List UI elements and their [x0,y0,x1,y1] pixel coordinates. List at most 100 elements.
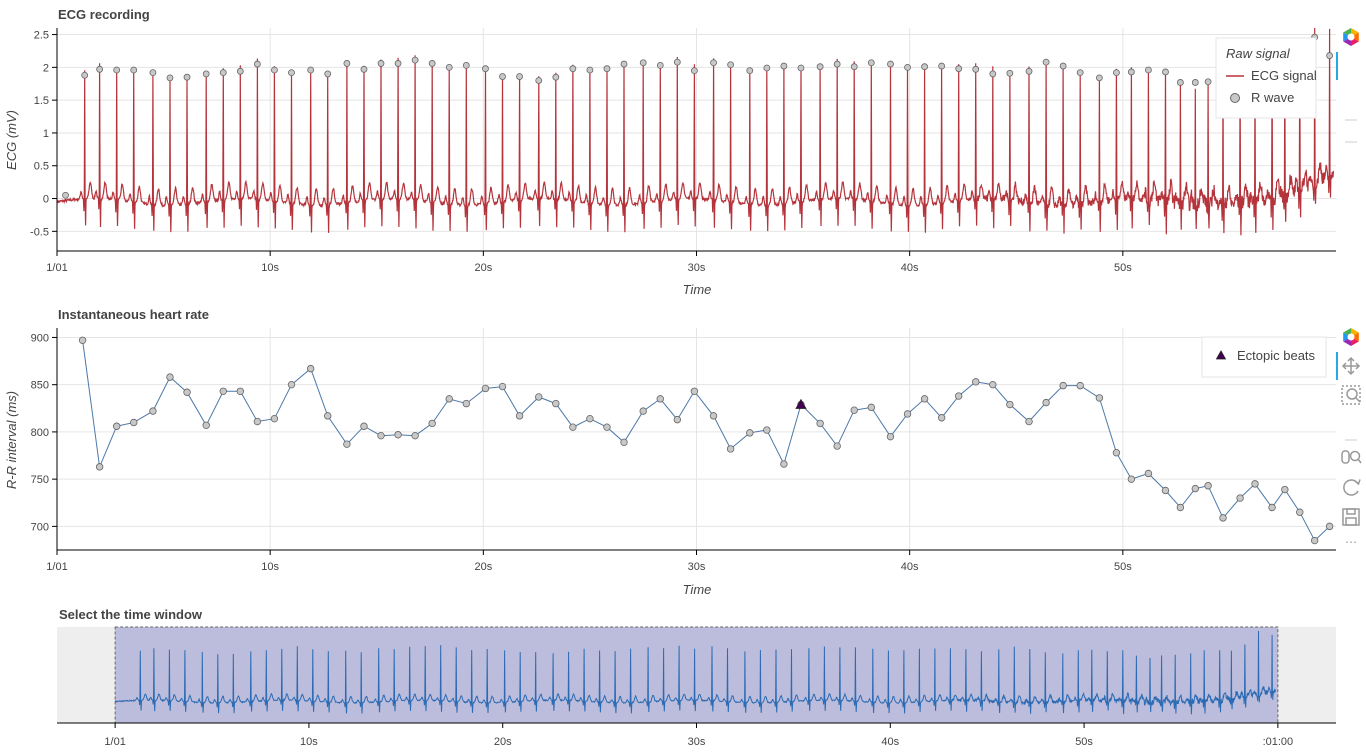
wheel-zoom-icon[interactable] [1341,450,1362,464]
ecg-legend[interactable]: Raw signal ECG signal R wave [1215,37,1317,119]
ecg-grid [56,28,1336,251]
r-wave-marker [586,66,594,74]
rr-interval-marker [377,431,385,440]
ecg-x-label: Time [683,282,712,297]
rr-interval-marker [78,336,87,344]
rr-interval-marker [1251,480,1259,488]
rr-interval-marker [552,399,560,408]
rr-interval-marker [498,382,507,391]
range-x-ticks: 1/01 10s 20s 30s 40s 50s:01:00 [104,723,1293,748]
r-wave-markers [62,33,1334,199]
r-wave-marker [887,60,894,68]
r-wave-marker [81,71,89,79]
range-selection-box[interactable] [114,626,1279,724]
bokeh-logo-icon[interactable] [1342,328,1360,346]
rr-interval-marker [360,422,368,430]
rr-interval-marker [1059,381,1067,390]
box-zoom-icon[interactable] [1341,385,1361,405]
r-wave-marker [96,65,104,73]
r-wave-marker [1191,79,1199,86]
ecg-y-tick-label: -0.5 [30,226,49,238]
hr-y-tick-label: 700 [31,521,49,533]
rr-interval-marker [394,431,402,439]
rr-interval-marker [903,410,912,418]
r-wave-marker [253,60,261,68]
r-wave-marker [288,69,295,76]
hr-x-tick-label: 40s [901,561,919,573]
rr-interval-marker [746,429,754,437]
rr-interval-marker [202,421,210,430]
r-wave-marker [552,73,560,81]
ecg-legend-entry-signal[interactable]: ECG signal [1251,68,1317,83]
pan-icon[interactable] [1341,356,1361,376]
ecg-title: ECG recording [58,7,150,22]
ecg-legend-entry-rwave[interactable]: R wave [1251,90,1294,105]
rr-interval-marker [1144,469,1153,478]
rr-interval-marker [1112,448,1121,457]
r-wave-marker [603,65,611,73]
rr-interval-marker [515,412,524,420]
r-wave-marker [1204,78,1212,86]
r-wave-marker [307,66,315,74]
r-wave-marker [1059,62,1067,70]
r-wave-marker [394,60,402,67]
ectopic-beat-marker [795,398,807,409]
r-wave-marker [1326,52,1334,59]
rr-interval-marker [603,423,611,431]
r-wave-marker [972,65,980,73]
hr-x-tick-label: 30s [688,561,706,573]
rr-interval-marker [219,387,227,395]
rr-interval-marker [886,432,895,441]
rr-interval-marker [1042,398,1050,407]
r-wave-marker [324,70,332,78]
rr-interval-marker [1325,522,1334,531]
hr-legend-entry-ectopic[interactable]: Ectopic beats [1237,348,1316,363]
rr-interval-marker [1310,536,1319,545]
r-wave-marker [1006,69,1014,77]
rr-interval-marker [1095,394,1104,402]
r-wave-marker [183,73,191,81]
rr-interval-marker [149,407,157,415]
r-wave-marker [535,77,543,84]
rr-interval-marker [270,414,279,423]
hr-x-label: Time [683,582,712,597]
r-wave-marker [166,74,174,82]
r-wave-marker [343,60,351,67]
rr-interval-marker [1176,503,1185,512]
rr-interval-marker [287,380,296,389]
r-wave-marker [1176,79,1184,86]
r-wave-marker [763,64,771,72]
ecg-x-tick-label: 40s [901,262,919,274]
rr-interval-marker [481,384,490,393]
rr-interval-marker [1281,485,1289,494]
r-wave-marker [850,63,858,71]
r-wave-marker [1095,74,1103,82]
r-wave-marker [202,70,210,78]
rr-interval-marker [989,380,997,389]
r-wave-marker [1127,68,1135,76]
ecg-y-tick-label: 2.5 [34,30,49,42]
more-icon[interactable]: ⋯ [1345,535,1357,549]
hr-x-ticks: 1/01 10s 20s 30s 40s 50s [46,550,1132,573]
rr-interval-marker [867,403,875,412]
r-wave-marker [569,65,577,73]
reset-icon[interactable] [1343,479,1361,496]
bokeh-logo-icon[interactable] [1342,28,1360,46]
rr-interval-marker [726,445,735,453]
ectopic-beat-markers [795,398,807,409]
r-wave-marker [1025,67,1033,75]
rr-interval-marker [690,387,699,395]
save-icon[interactable] [1342,508,1360,526]
r-wave-marker [113,66,121,74]
hr-y-tick-label: 750 [31,474,49,486]
rr-interval-marker [620,438,628,447]
range-x-tick-label: 50s [1075,736,1093,748]
range-x-tick-label: 1/01 [104,736,125,748]
hr-legend[interactable]: Ectopic beats [1201,336,1327,378]
ecg-x-tick-label: 30s [688,262,706,274]
r-wave-marker [867,59,875,67]
r-wave-marker [516,73,523,80]
rr-interval-marker [445,395,453,403]
hr-x-tick-label: 1/01 [46,561,67,573]
